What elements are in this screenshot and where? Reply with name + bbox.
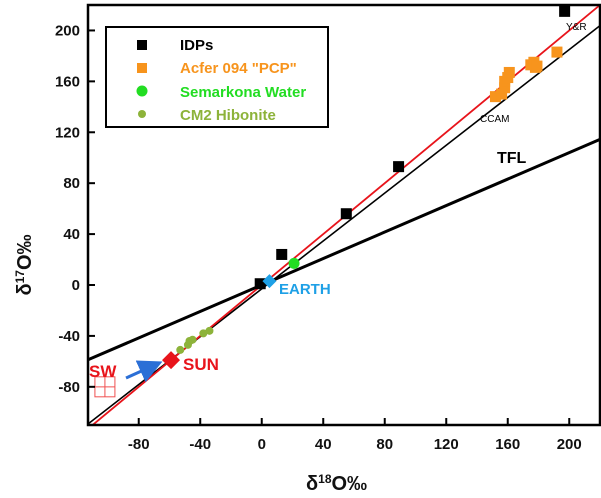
y-tick-label: 160 — [55, 73, 80, 90]
point-idps — [393, 161, 405, 173]
x-axis-title-delta: δ — [306, 473, 318, 495]
x-tick-label: -80 — [128, 436, 150, 453]
point-acfer — [551, 46, 563, 58]
ccam-label: CCAM — [480, 114, 509, 125]
point-earth — [262, 274, 277, 289]
y-tick-label: 0 — [72, 277, 80, 294]
earth-label: EARTH — [279, 281, 331, 298]
y-tick-label: -40 — [58, 328, 80, 345]
sw-label: SW — [89, 362, 117, 381]
point-acfer — [496, 88, 508, 100]
yr-label: Y&R — [566, 22, 587, 33]
point-acfer — [489, 91, 501, 103]
y-axis-title-delta: δ — [14, 283, 36, 295]
point-acfer — [531, 60, 543, 72]
point-idps — [559, 5, 571, 17]
sw-arrow — [125, 360, 163, 383]
x-axis-title-sup: 18 — [318, 472, 332, 486]
tfl-label: TFL — [497, 150, 527, 167]
x-tick-label: 40 — [315, 436, 332, 453]
x-tick-label: 120 — [434, 436, 459, 453]
legend-label-hibonite: CM2 Hibonite — [180, 107, 276, 124]
point-idps — [254, 278, 266, 290]
legend-marker-semarkona — [136, 85, 148, 97]
x-axis-title-rest: O‰ — [332, 473, 368, 495]
line-tfl — [88, 138, 600, 362]
point-acfer — [503, 66, 515, 78]
legend-label-idps: IDPs — [180, 37, 213, 54]
plot-area — [88, 5, 600, 425]
sun-label: SUN — [183, 355, 219, 374]
legend-label-acfer: Acfer 094 "PCP" — [180, 60, 297, 77]
legend-label-semarkona: Semarkona Water — [180, 84, 306, 101]
point-sun — [162, 351, 181, 370]
y-tick-label: 120 — [55, 124, 80, 141]
y-axis-title: δ17O‰ — [13, 234, 36, 295]
plot-frame — [86, 3, 601, 427]
x-axis-title: δ18O‰ — [306, 472, 367, 495]
point-hibonite — [199, 329, 208, 338]
legend-marker-idps — [137, 40, 147, 50]
point-hibonite — [176, 345, 185, 354]
y-tick-label: -80 — [58, 379, 80, 396]
x-tick-label: 80 — [376, 436, 393, 453]
legend-marker-hibonite — [138, 110, 146, 118]
point-idps — [276, 248, 288, 260]
y-tick-label: 80 — [63, 175, 80, 192]
y-tick-label: 200 — [55, 22, 80, 39]
y-tick-label: 40 — [63, 226, 80, 243]
x-tick-label: -40 — [189, 436, 211, 453]
x-tick-label: 200 — [557, 436, 582, 453]
x-tick-label: 0 — [258, 436, 266, 453]
point-idps — [340, 208, 352, 220]
y-axis-title-rest: O‰ — [14, 234, 36, 270]
x-tick-label: 160 — [495, 436, 520, 453]
point-semarkona — [288, 257, 300, 269]
point-acfer — [499, 82, 511, 94]
legend: IDPs Acfer 094 "PCP" Semarkona Water CM2… — [105, 26, 329, 128]
legend-marker-acfer — [137, 63, 147, 73]
point-hibonite — [188, 335, 197, 344]
point-hibonite — [205, 326, 214, 335]
y-axis-title-sup: 17 — [13, 270, 27, 284]
